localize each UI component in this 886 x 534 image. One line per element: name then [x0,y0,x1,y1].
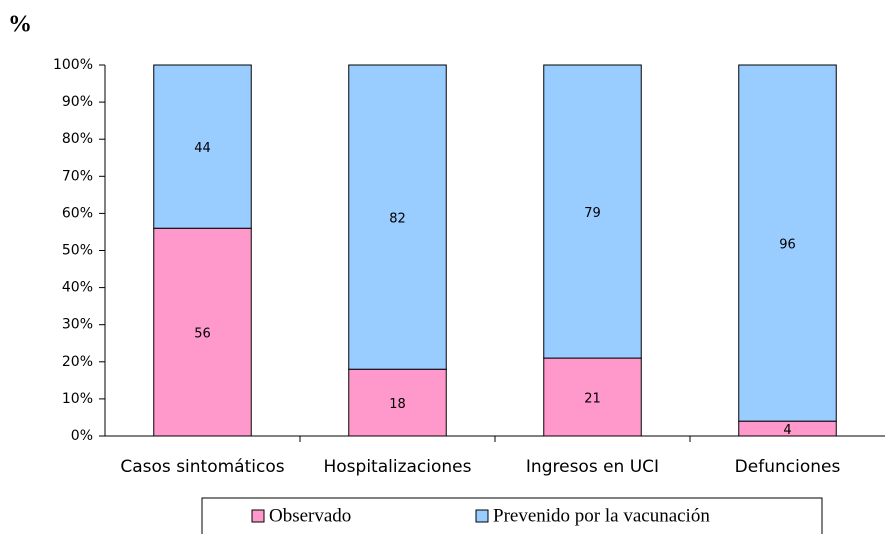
y-tick-label: 100% [53,57,93,73]
legend-label: Prevenido por la vacunación [493,505,710,526]
y-tick-label: 0% [71,428,93,444]
data-label: 79 [584,206,601,221]
legend-swatch [251,509,265,523]
bar-segment [153,227,252,437]
chart-title: % [8,12,32,38]
data-label: 82 [389,212,406,227]
y-tick-label: 20% [62,354,93,370]
x-tick-label: Casos sintomáticos [120,457,284,477]
y-tick-label: 60% [62,205,93,221]
legend-swatch [475,509,489,523]
data-label: 18 [389,397,406,412]
y-tick-label: 90% [62,94,93,110]
bar-segment [543,64,642,359]
data-label: 44 [194,141,211,156]
data-label: 4 [783,423,791,438]
bar-segment [738,64,837,422]
legend-box [201,497,823,534]
legend-label: Observado [269,505,351,526]
bar-segment [543,357,642,437]
bar-segment [348,368,447,437]
y-tick-label: 50% [62,243,93,259]
y-tick-label: 80% [62,131,93,147]
data-label: 56 [194,327,211,342]
x-tick-label: Defunciones [735,457,841,477]
y-tick-label: 40% [62,280,93,296]
bar-segment [348,64,447,370]
x-tick-label: Ingresos en UCI [526,457,659,477]
bar-segment [153,64,252,229]
data-label: 96 [779,238,796,253]
y-tick-label: 30% [62,317,93,333]
data-label: 21 [584,392,601,407]
y-tick-label: 70% [62,168,93,184]
y-tick-label: 10% [62,391,93,407]
x-tick-label: Hospitalizaciones [324,457,472,477]
